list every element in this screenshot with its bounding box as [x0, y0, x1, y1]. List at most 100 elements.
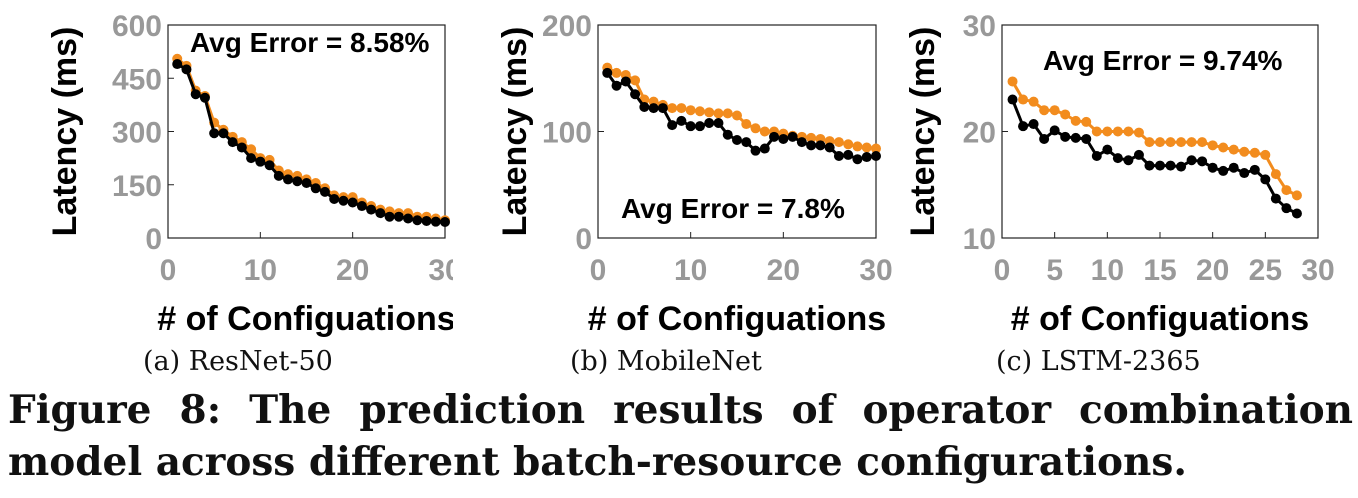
data-point — [861, 152, 872, 163]
data-point — [843, 149, 854, 160]
data-point — [227, 137, 238, 148]
data-point — [1018, 121, 1029, 132]
x-tick-label: 20 — [767, 254, 800, 287]
subcaption: (a) ResNet-50 — [143, 346, 333, 377]
data-point — [750, 145, 761, 156]
data-point — [1186, 155, 1197, 166]
data-point — [384, 211, 395, 222]
data-point — [1018, 94, 1029, 105]
data-point — [1291, 208, 1302, 219]
data-point — [796, 137, 807, 148]
y-axis-label: Latency (ms) — [496, 27, 534, 237]
y-axis-label: Latency (ms) — [906, 27, 942, 237]
data-point — [694, 106, 705, 117]
x-tick-label: 0 — [160, 254, 177, 287]
data-point — [1260, 174, 1271, 185]
data-point — [310, 183, 321, 194]
data-point — [356, 201, 367, 212]
data-point — [1039, 105, 1050, 116]
data-point — [1123, 126, 1134, 137]
data-point — [1049, 105, 1060, 116]
x-tick-label: 30 — [428, 254, 453, 287]
series-line — [1011, 80, 1298, 197]
data-point — [806, 132, 817, 143]
x-axis-label: # of Configuations — [1011, 300, 1309, 338]
y-tick-label: 10 — [963, 223, 996, 256]
data-point — [347, 197, 358, 208]
subcaption: (c) LSTM-2365 — [996, 346, 1201, 377]
y-tick-label: 600 — [112, 10, 162, 43]
data-point — [611, 67, 622, 78]
chart-svg: 10 20 30 0 5 10 15 20 25 30 # of Configuations Late… — [906, 10, 1335, 338]
data-point — [759, 143, 770, 154]
data-point — [722, 108, 733, 119]
data-point — [861, 142, 872, 153]
data-point — [1197, 137, 1208, 148]
data-point — [1249, 164, 1260, 175]
data-point — [815, 140, 826, 151]
y-tick-label: 450 — [112, 63, 162, 96]
avg-error-annotation: Avg Error = 7.8% — [621, 193, 845, 224]
data-point — [843, 139, 854, 150]
data-point — [732, 110, 742, 121]
data-point — [602, 67, 613, 78]
data-point — [713, 117, 724, 128]
data-point — [1176, 137, 1187, 148]
data-point — [676, 115, 687, 126]
chart-panel-lstm: 10 20 30 0 5 10 15 20 25 30 # of Configuations Late… — [906, 0, 1358, 385]
x-tick-label: 10 — [244, 254, 277, 287]
data-point — [732, 135, 742, 146]
data-point — [273, 170, 284, 181]
y-tick-label: 100 — [542, 117, 592, 150]
data-point — [218, 128, 229, 139]
data-point — [1112, 126, 1123, 137]
data-point — [1270, 193, 1281, 204]
data-point — [1102, 144, 1113, 155]
data-point — [181, 64, 192, 75]
data-point — [1165, 137, 1176, 148]
data-point — [787, 131, 798, 142]
data-point — [292, 176, 303, 187]
data-point — [630, 75, 641, 86]
x-tick-label: 20 — [1196, 254, 1229, 287]
data-point — [393, 211, 404, 222]
data-point — [366, 204, 377, 215]
x-tick-label: 15 — [1143, 254, 1176, 287]
data-point — [1039, 133, 1050, 144]
data-point — [1291, 190, 1302, 201]
data-point — [255, 156, 266, 167]
data-point — [1060, 131, 1071, 142]
data-point — [657, 103, 668, 114]
data-point — [1007, 76, 1018, 87]
data-point — [209, 128, 220, 139]
data-point — [1081, 116, 1092, 127]
x-tick-label: 10 — [674, 254, 707, 287]
data-point — [375, 208, 386, 219]
data-point — [246, 144, 257, 155]
data-point — [440, 217, 450, 228]
x-axis-label: # of Configuations — [588, 300, 886, 338]
data-point — [403, 213, 414, 224]
data-point — [1249, 147, 1260, 158]
data-point — [1028, 119, 1039, 130]
data-point — [172, 59, 183, 70]
data-point — [630, 89, 641, 100]
data-point — [1207, 162, 1218, 173]
data-point — [648, 103, 659, 114]
data-point — [301, 177, 312, 188]
data-point — [1218, 165, 1229, 176]
data-point — [1144, 160, 1155, 171]
data-point — [676, 103, 687, 114]
data-point — [190, 89, 201, 100]
data-point — [246, 153, 257, 164]
x-tick-label: 0 — [590, 254, 607, 287]
x-tick-label: 20 — [336, 254, 369, 287]
y-tick-label: 200 — [542, 10, 592, 43]
data-point — [236, 142, 247, 153]
data-point — [824, 142, 835, 153]
data-point — [722, 129, 733, 140]
data-point — [741, 119, 752, 130]
data-point — [1228, 162, 1239, 173]
data-point — [1197, 156, 1208, 167]
